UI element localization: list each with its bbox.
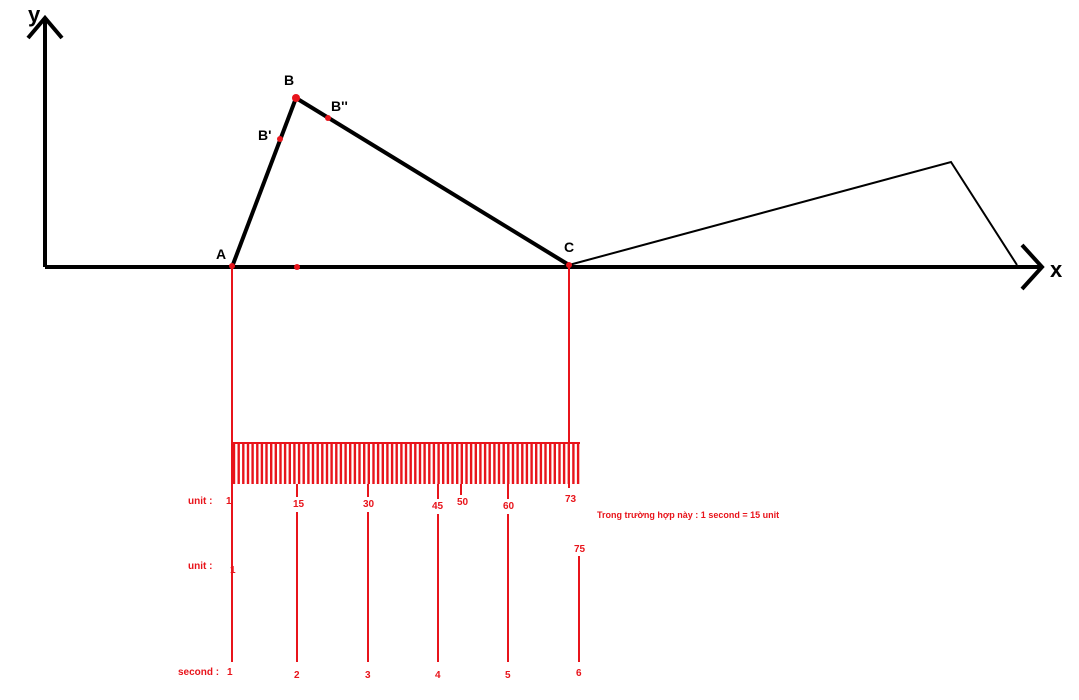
unit-tick-30: 30 [363,499,375,510]
conversion-note: Trong trường hợp này : 1 second = 15 uni… [597,510,779,520]
unit2-tick-1: 1 [230,565,236,576]
second-tick-6: 6 [576,668,582,679]
second-tick-2: 2 [294,670,300,681]
midpoint-marker [294,264,300,270]
secondary-path [568,160,1018,266]
point-b [292,94,300,102]
y-axis-arrowhead [26,14,64,40]
label-c: C [564,239,574,255]
x-axis-arrowhead [1020,243,1045,291]
unit2-row-label: unit : [188,561,212,572]
second-tick-5: 5 [505,670,511,681]
unit-tick-15: 15 [293,499,305,510]
unit-tick-60: 60 [503,501,515,512]
unit-tick-1: 1 [226,496,232,507]
ruler-ticks [232,443,580,484]
point-a [229,263,235,269]
second-tick-1: 1 [227,667,233,678]
second-row-label: second : [178,667,219,678]
label-a: A [216,246,226,262]
segment-ab [230,97,298,268]
unit2-tick-75: 75 [574,544,586,555]
point-b-prime [277,136,283,142]
unit-row-label: unit : [188,496,212,507]
point-b-double-prime [325,115,331,121]
second-tick-3: 3 [365,670,371,681]
unit-tick-45: 45 [432,501,444,512]
label-b-prime: B' [258,127,271,143]
unit-tick-73: 73 [565,494,577,505]
y-axis-label: y [28,2,41,27]
point-c [566,262,572,268]
label-b-double-prime: B'' [331,98,348,114]
second-tick-4: 4 [435,670,441,681]
x-axis-label: x [1050,257,1063,282]
unit-tick-50: 50 [457,497,469,508]
label-b: B [284,72,294,88]
segment-bc [294,96,571,267]
